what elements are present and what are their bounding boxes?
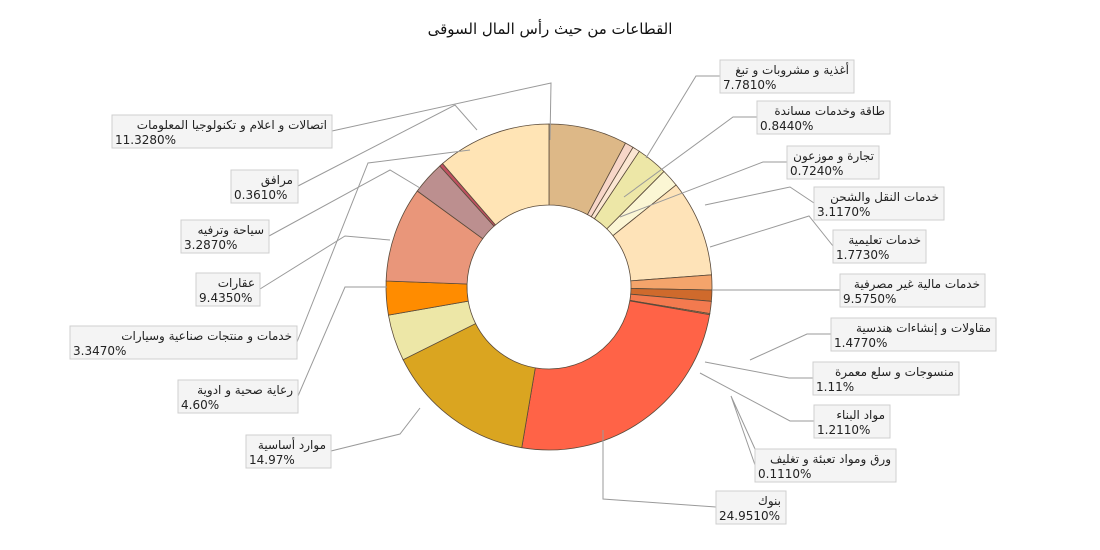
slice-name-label: مقاولات و إنشاءات هندسية bbox=[856, 321, 991, 336]
leader-line bbox=[619, 161, 787, 218]
slice-name-label: تجارة و موزعون bbox=[793, 149, 874, 164]
slice-name-label: عقارات bbox=[218, 276, 255, 291]
label-box bbox=[195, 272, 261, 307]
leader-line bbox=[730, 395, 761, 466]
label-box bbox=[69, 325, 298, 360]
chart-title: القطاعات من حيث رأس المال السوقى bbox=[428, 19, 673, 38]
slice-value-label: 3.3470% bbox=[73, 344, 126, 358]
leader-line bbox=[297, 286, 387, 397]
slice-name-label: خدمات النقل والشحن bbox=[830, 190, 939, 205]
slice-name-label: موارد أساسية bbox=[258, 437, 326, 453]
slice-value-label: 1.4770% bbox=[834, 336, 887, 350]
slice-value-label: 4.60% bbox=[181, 398, 219, 412]
label-box bbox=[830, 317, 997, 352]
leader-lines bbox=[259, 75, 840, 508]
slice-value-label: 1.7730% bbox=[836, 248, 889, 262]
label-box bbox=[719, 59, 855, 94]
leader-line bbox=[699, 372, 814, 422]
label-box bbox=[813, 186, 945, 221]
label-box bbox=[832, 229, 927, 264]
leader-line bbox=[645, 75, 720, 159]
slice-name-label: سياحة وترفيه bbox=[197, 223, 264, 238]
donut-slice bbox=[441, 123, 550, 226]
slice-value-label: 3.1170% bbox=[817, 205, 870, 219]
slice-value-label: 3.2870% bbox=[184, 238, 237, 252]
slice-value-label: 7.7810% bbox=[723, 78, 776, 92]
label-box bbox=[813, 404, 891, 439]
slice-value-label: 0.1110% bbox=[758, 467, 811, 481]
label-box bbox=[756, 100, 891, 135]
label-box bbox=[715, 490, 787, 525]
slice-value-label: 0.8440% bbox=[760, 119, 813, 133]
leader-line bbox=[709, 215, 834, 248]
slice-name-label: ورق ومواد تعبئة و تغليف bbox=[770, 452, 891, 467]
slice-value-label: 11.3280% bbox=[115, 133, 176, 147]
slice-name-label: مرافق bbox=[261, 173, 293, 188]
leader-line bbox=[623, 116, 757, 198]
slice-name-label: رعاية صحية و ادوية bbox=[197, 383, 293, 398]
leader-line bbox=[330, 407, 421, 452]
slice-label: اتصالات و اعلام و تكنولوجيا المعلومات11.… bbox=[111, 114, 333, 149]
label-box bbox=[180, 219, 270, 254]
label-box bbox=[754, 448, 897, 483]
slice-name-label: اتصالات و اعلام و تكنولوجيا المعلومات bbox=[137, 118, 327, 133]
slice-name-label: خدمات مالية غير مصرفية bbox=[854, 277, 980, 292]
label-box bbox=[786, 145, 880, 180]
donut-slices bbox=[385, 123, 713, 451]
slice-value-label: 1.11% bbox=[816, 380, 854, 394]
leader-line bbox=[704, 361, 813, 379]
leader-line bbox=[268, 169, 421, 237]
slice-name-label: خدمات تعليمية bbox=[848, 233, 921, 247]
label-box bbox=[245, 434, 332, 469]
label-box bbox=[177, 379, 299, 414]
leader-line bbox=[602, 430, 717, 508]
slice-value-label: 0.7240% bbox=[790, 164, 843, 178]
slice-value-label: 9.5750% bbox=[843, 292, 896, 306]
leader-line bbox=[749, 333, 831, 361]
label-box bbox=[111, 114, 333, 149]
slice-value-label: 24.9510% bbox=[719, 509, 780, 523]
leader-line bbox=[704, 186, 815, 206]
slice-name-label: مواد البناء bbox=[836, 408, 885, 423]
leader-line bbox=[331, 82, 552, 141]
slice-name-label: طاقة وخدمات مساندة bbox=[774, 104, 885, 119]
slice-value-label: 1.2110% bbox=[817, 423, 870, 437]
slice-value-label: 14.97% bbox=[249, 453, 295, 467]
slice-name-label: بنوك bbox=[758, 494, 781, 509]
label-box bbox=[230, 169, 299, 204]
leader-line bbox=[296, 149, 471, 343]
leader-line bbox=[259, 235, 391, 290]
leader-line bbox=[297, 104, 478, 187]
slice-value-label: 9.4350% bbox=[199, 291, 252, 305]
slice-name-label: أغذية و مشروبات و تبغ bbox=[735, 62, 849, 78]
donut-slice bbox=[521, 300, 711, 451]
label-box bbox=[812, 361, 960, 396]
label-box bbox=[839, 273, 986, 308]
slice-name-label: منسوجات و سلع معمرة bbox=[835, 365, 954, 380]
slice-name-label: خدمات و منتجات صناعية وسيارات bbox=[121, 329, 292, 344]
slice-value-label: 0.3610% bbox=[234, 188, 287, 202]
